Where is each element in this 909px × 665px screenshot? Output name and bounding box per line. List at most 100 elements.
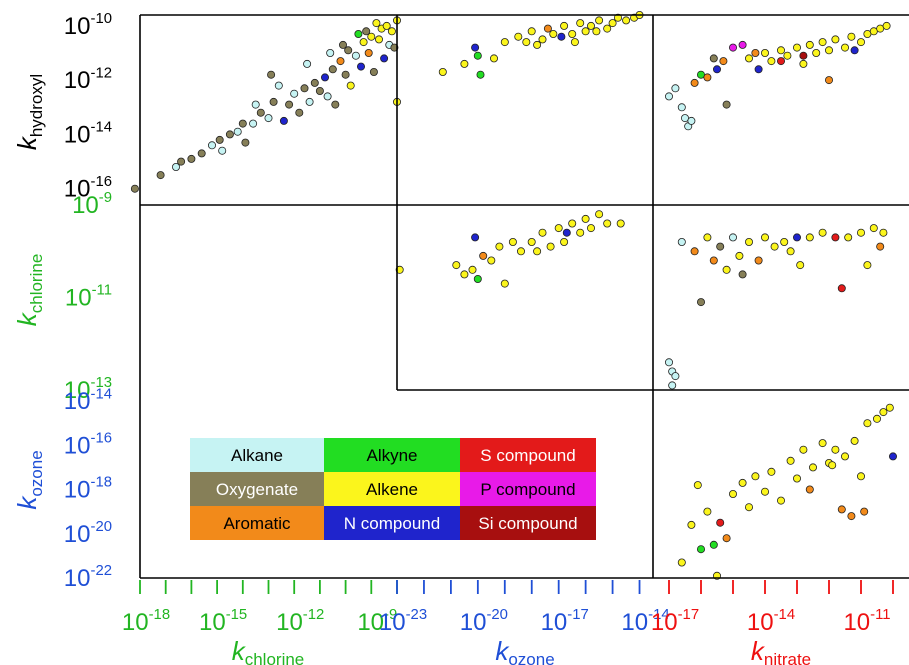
data-point bbox=[592, 27, 601, 36]
data-point bbox=[614, 13, 623, 22]
panel-ozone-vs-hydroxyl bbox=[392, 10, 644, 106]
data-point bbox=[344, 46, 353, 55]
y-axis-title: kozone bbox=[12, 450, 46, 509]
data-point bbox=[315, 87, 324, 96]
legend-label: Oxygenate bbox=[216, 480, 298, 499]
data-point bbox=[554, 224, 563, 233]
data-point bbox=[690, 78, 699, 87]
data-point bbox=[677, 558, 686, 567]
data-point bbox=[387, 27, 396, 36]
data-point bbox=[844, 233, 853, 242]
data-point bbox=[876, 242, 885, 251]
data-point bbox=[267, 70, 276, 79]
y-tick-label: 10-14 bbox=[64, 120, 112, 149]
data-point bbox=[703, 233, 712, 242]
data-point bbox=[367, 32, 376, 41]
data-point bbox=[850, 436, 859, 445]
data-point bbox=[777, 496, 786, 505]
data-point bbox=[249, 119, 258, 128]
x-tick-label: 10-14 bbox=[747, 607, 795, 636]
data-point bbox=[857, 38, 866, 47]
x-axis-title: kchlorine bbox=[232, 636, 305, 665]
data-point bbox=[831, 35, 840, 44]
data-point bbox=[264, 114, 273, 123]
data-point bbox=[818, 38, 827, 47]
legend-swatch bbox=[324, 506, 460, 540]
data-point bbox=[233, 127, 242, 136]
data-point bbox=[581, 27, 590, 36]
data-point bbox=[326, 49, 335, 58]
data-point bbox=[825, 46, 834, 55]
data-point bbox=[735, 251, 744, 260]
data-point bbox=[508, 237, 517, 246]
data-point bbox=[568, 219, 577, 228]
data-point bbox=[671, 84, 680, 93]
data-point bbox=[767, 57, 776, 66]
data-point bbox=[709, 54, 718, 63]
data-point bbox=[863, 261, 872, 270]
y-axis-title: khydroxyl bbox=[12, 74, 46, 150]
data-point bbox=[786, 456, 795, 465]
data-point bbox=[279, 116, 288, 125]
data-point bbox=[495, 242, 504, 251]
data-point bbox=[745, 54, 754, 63]
data-point bbox=[841, 43, 850, 52]
data-point bbox=[754, 256, 763, 265]
legend-swatch bbox=[190, 506, 324, 540]
axis-title-text: kozone bbox=[12, 450, 46, 509]
data-point bbox=[218, 146, 227, 155]
data-point bbox=[738, 478, 747, 487]
y-tick-label: 10-13 bbox=[64, 375, 112, 404]
data-point bbox=[382, 21, 391, 30]
data-point bbox=[697, 298, 706, 307]
axis-title-text: khydroxyl bbox=[12, 74, 46, 150]
data-point bbox=[831, 233, 840, 242]
legend-swatch bbox=[190, 472, 324, 506]
frame-lines-layer bbox=[139, 14, 909, 579]
data-point bbox=[473, 51, 482, 60]
panel-ozone-vs-chlorine bbox=[395, 210, 625, 288]
y-tick-label: 10-18 bbox=[64, 475, 112, 504]
data-point bbox=[793, 474, 802, 483]
data-point bbox=[328, 65, 337, 74]
data-point bbox=[576, 228, 585, 237]
data-point bbox=[522, 38, 531, 47]
data-point bbox=[471, 233, 480, 242]
data-point bbox=[729, 233, 738, 242]
data-point bbox=[359, 38, 368, 47]
data-point bbox=[687, 116, 696, 125]
data-point bbox=[837, 284, 846, 293]
data-point bbox=[665, 358, 674, 367]
y-tick-label: 10-22 bbox=[64, 563, 112, 592]
data-point bbox=[207, 141, 216, 150]
data-point bbox=[533, 247, 542, 256]
data-point bbox=[489, 54, 498, 63]
data-point bbox=[786, 247, 795, 256]
legend-label: Alkene bbox=[366, 480, 418, 499]
x-tick-label: 10-18 bbox=[122, 607, 170, 636]
data-point bbox=[374, 35, 383, 44]
legend-label: P compound bbox=[480, 480, 575, 499]
data-point bbox=[738, 40, 747, 49]
data-point bbox=[356, 62, 365, 71]
data-point bbox=[690, 247, 699, 256]
data-point bbox=[709, 540, 718, 549]
x-tick-label: 10-15 bbox=[199, 607, 247, 636]
data-point bbox=[668, 381, 677, 390]
y-tick-label: 10-12 bbox=[64, 65, 112, 94]
data-point bbox=[390, 43, 399, 52]
data-point bbox=[323, 92, 332, 101]
data-point bbox=[295, 108, 304, 117]
data-point bbox=[557, 32, 566, 41]
data-point bbox=[560, 237, 569, 246]
axes-layer: 10-1010-1210-1410-1610-910-1110-1310-141… bbox=[12, 11, 894, 665]
data-point bbox=[847, 32, 856, 41]
data-point bbox=[703, 73, 712, 82]
x-tick-label: 10-17 bbox=[541, 607, 589, 636]
data-point bbox=[603, 219, 612, 228]
panel-nitrate-vs-ozone bbox=[677, 403, 898, 580]
data-point bbox=[290, 89, 299, 98]
data-point bbox=[703, 507, 712, 516]
data-point bbox=[460, 59, 469, 68]
